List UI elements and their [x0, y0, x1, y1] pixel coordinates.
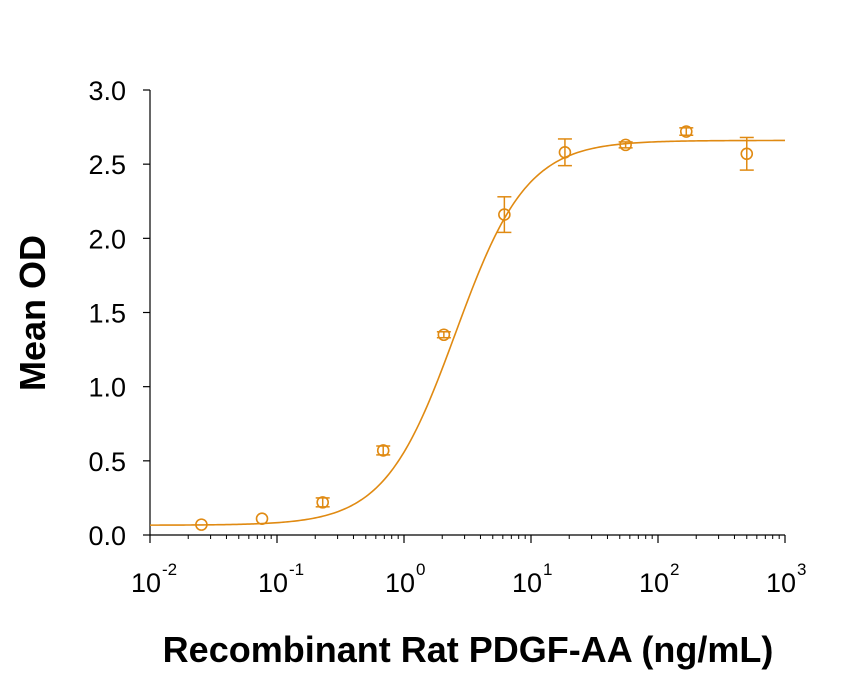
x-tick-label: 10 — [766, 568, 796, 598]
y-tick-label: 2.5 — [88, 150, 126, 180]
fit-curve-group — [149, 139, 785, 526]
y-tick-label: 2.0 — [88, 224, 126, 254]
data-point — [739, 136, 754, 171]
data-marker — [437, 328, 451, 342]
x-tick-exponent: 0 — [416, 560, 425, 579]
x-tick-exponent: 2 — [670, 560, 679, 579]
data-marker — [195, 518, 208, 531]
data-point — [376, 444, 391, 457]
fit-curve — [149, 139, 785, 526]
x-tick-exponent: -2 — [162, 560, 177, 579]
y-tick-label: 1.5 — [88, 299, 126, 329]
data-points — [195, 125, 754, 531]
x-tick-exponent: -1 — [289, 560, 304, 579]
x-tick-label: 10 — [131, 568, 161, 598]
data-point — [315, 496, 330, 509]
y-tick-label: 3.0 — [88, 76, 126, 106]
data-point — [255, 512, 269, 525]
data-point — [195, 518, 208, 531]
data-point — [679, 125, 694, 138]
y-tick-label: 0.0 — [88, 521, 126, 551]
data-marker — [679, 125, 693, 138]
data-marker — [376, 444, 390, 457]
data-marker — [740, 147, 754, 161]
x-tick-exponent: 3 — [797, 560, 806, 579]
y-tick-label: 1.0 — [88, 373, 126, 403]
data-marker — [255, 512, 269, 525]
x-tick-label: 10 — [258, 568, 288, 598]
x-tick-label: 10 — [639, 568, 669, 598]
data-point — [557, 138, 572, 167]
ticks: 0.00.51.01.52.02.53.010 -2 10 -1 10 0 10 1 10 2 10… — [88, 76, 806, 598]
axes — [149, 90, 785, 536]
x-tick-exponent: 1 — [543, 560, 552, 579]
x-tick-label: 10 — [385, 568, 415, 598]
data-point — [497, 196, 512, 234]
data-marker — [498, 208, 511, 221]
data-marker — [558, 146, 572, 159]
y-tick-label: 0.5 — [88, 447, 126, 477]
data-point — [436, 328, 451, 342]
data-point — [618, 138, 633, 152]
x-axis-title: Recombinant Rat PDGF-AA (ng/mL) — [163, 629, 774, 670]
data-marker — [316, 496, 329, 509]
x-tick-label: 10 — [512, 568, 542, 598]
y-axis-title: Mean OD — [12, 235, 53, 391]
data-marker — [619, 138, 632, 152]
